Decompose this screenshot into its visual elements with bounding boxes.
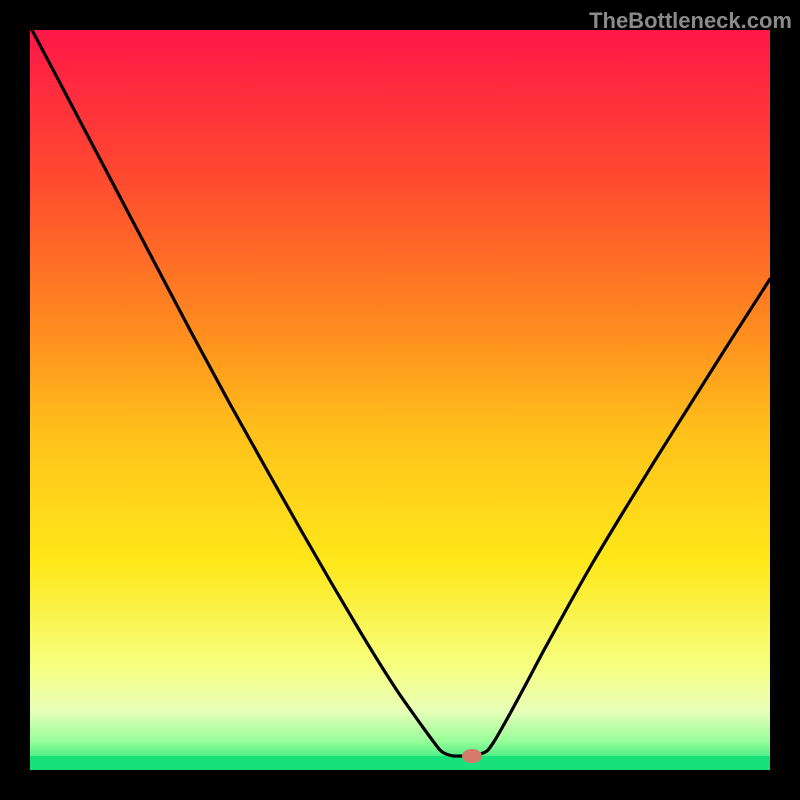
- bottleneck-chart: [0, 0, 800, 800]
- plot-area: [30, 30, 770, 770]
- gradient-background: [30, 30, 770, 770]
- optimum-marker: [462, 749, 482, 763]
- bottom-green-band: [30, 756, 770, 770]
- chart-stage: TheBottleneck.com: [0, 0, 800, 800]
